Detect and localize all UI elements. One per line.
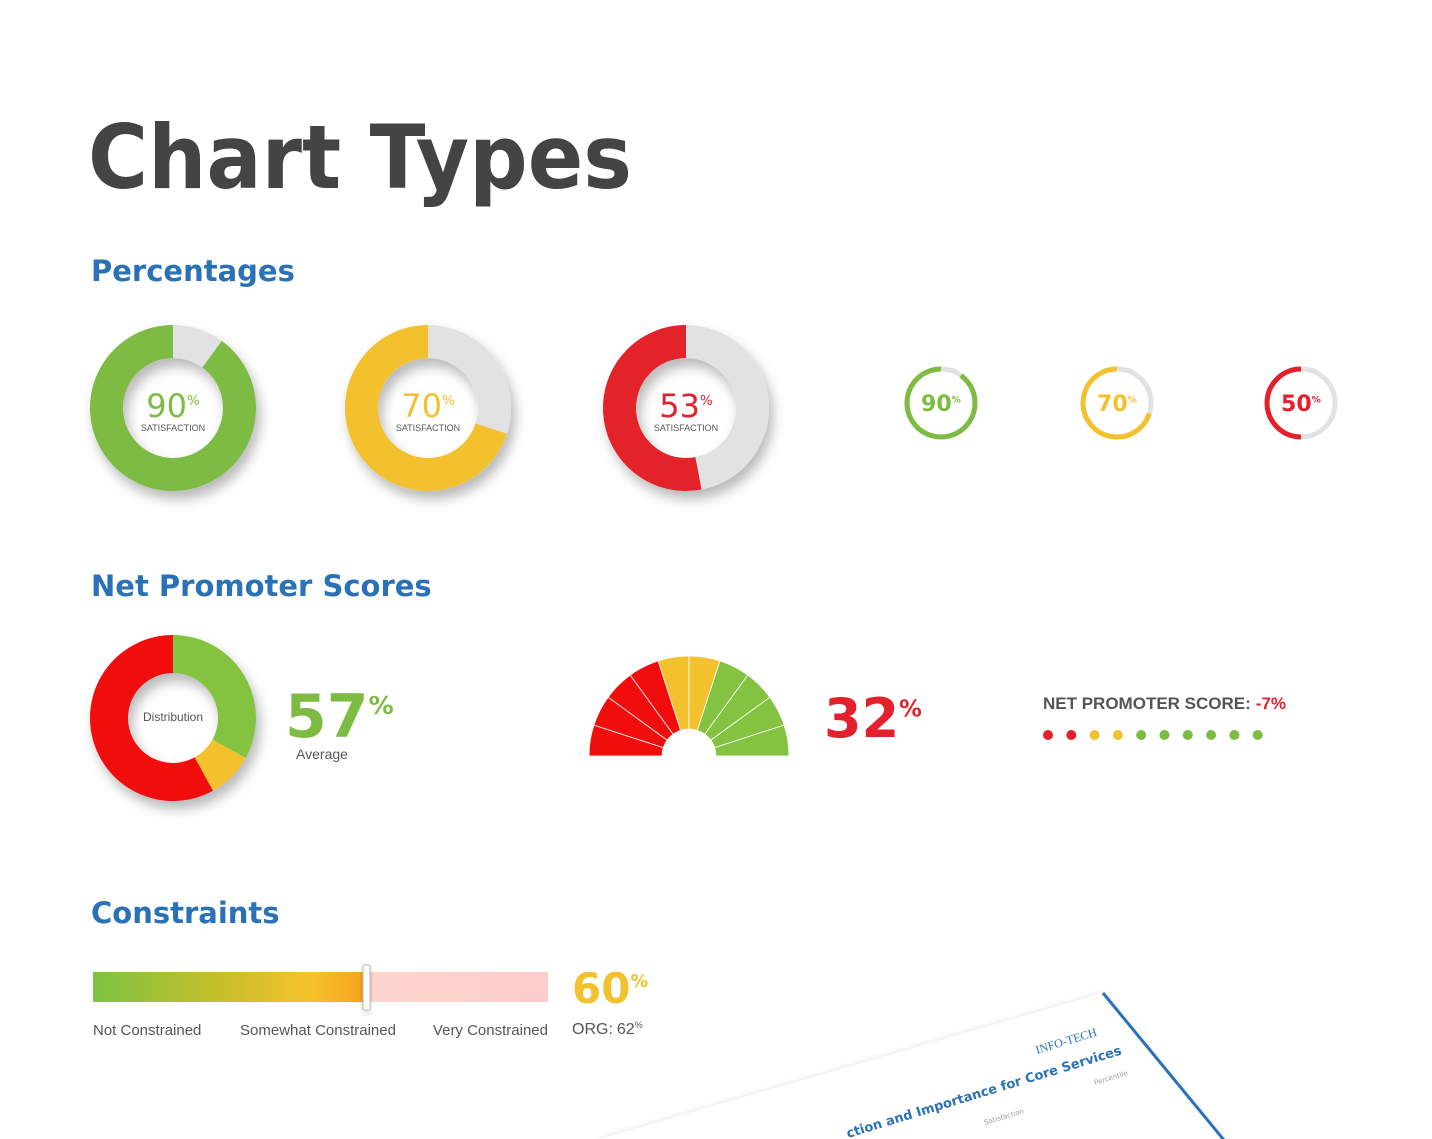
distribution-segment <box>173 635 256 758</box>
score-dot <box>1159 730 1170 740</box>
score-title: NET PROMOTER SCORE: <box>1043 694 1251 713</box>
org-label: ORG: 62% <box>572 1020 643 1038</box>
distribution-segment <box>194 739 246 791</box>
score-unit: % <box>1271 694 1286 713</box>
distribution-segment <box>89 635 213 801</box>
donut-arc <box>345 325 507 491</box>
value-label: 50% <box>1281 392 1321 417</box>
section-heading: Percentages <box>91 254 295 288</box>
score-dot <box>1206 730 1217 740</box>
value-label: 70% <box>1097 392 1137 417</box>
donut <box>602 324 769 492</box>
scale-label: Very Constrained <box>433 1022 548 1039</box>
value-number: 32 <box>824 687 899 750</box>
value-label: 70% <box>401 387 455 425</box>
donut-caption: SATISFACTION <box>141 423 205 433</box>
org-unit: % <box>635 1020 643 1030</box>
score-dot <box>1066 730 1077 740</box>
value-unit: % <box>1128 395 1137 406</box>
value-unit: % <box>442 394 455 409</box>
value-number: 57 <box>285 682 369 752</box>
value-number: 60 <box>572 964 630 1013</box>
value-label: 32% <box>824 687 922 750</box>
donut-arc <box>602 324 702 492</box>
value-unit: % <box>700 394 713 409</box>
score-label: NET PROMOTER SCORE: -7% <box>1043 694 1286 713</box>
value-label: 57% <box>285 682 394 752</box>
value-number: 70 <box>1097 392 1128 417</box>
document-page <box>600 993 1223 1139</box>
donut-caption: SATISFACTION <box>396 423 460 433</box>
ring-arc <box>904 366 978 440</box>
donut <box>344 325 511 491</box>
scale-label: Somewhat Constrained <box>240 1022 396 1039</box>
value-label: 60% <box>572 964 648 1013</box>
score-dot <box>1089 730 1100 740</box>
value-number: 53 <box>659 387 700 425</box>
value-label: 90% <box>146 387 200 425</box>
score-dot <box>1229 730 1240 740</box>
value-label: 53% <box>659 387 713 425</box>
page-title: Chart Types <box>88 106 632 209</box>
document-preview: INFO-TECH ction and Importance for Core … <box>600 992 1226 1139</box>
distribution-label: Distribution <box>143 710 203 724</box>
score-dot <box>1182 730 1193 740</box>
value-unit: % <box>952 395 961 406</box>
value-number: 50 <box>1281 392 1312 417</box>
ring-arc <box>1264 366 1302 440</box>
bar-fill <box>93 972 366 1002</box>
value-unit: % <box>630 972 648 992</box>
value-unit: % <box>899 696 922 722</box>
score-dot <box>1112 730 1123 740</box>
section-heading: Constraints <box>91 896 280 930</box>
score-value: -7 <box>1256 694 1271 713</box>
score-dot <box>1043 730 1053 740</box>
bar-marker <box>362 964 371 1011</box>
org-value: 62 <box>617 1021 635 1038</box>
value-unit: % <box>369 691 394 720</box>
donut-arc <box>89 325 257 492</box>
scale-label: Not Constrained <box>93 1022 201 1039</box>
average-label: Average <box>296 746 348 762</box>
value-unit: % <box>187 394 200 409</box>
value-label: 90% <box>921 392 961 417</box>
value-number: 90 <box>921 392 952 417</box>
value-number: 70 <box>401 387 442 425</box>
gauge-segment <box>714 724 790 757</box>
donut <box>89 325 257 492</box>
ring-arc <box>1080 366 1152 440</box>
distribution-donut <box>89 635 256 801</box>
org-title: ORG: <box>572 1021 613 1038</box>
value-unit: % <box>1312 395 1321 406</box>
document-edge <box>1101 992 1226 1139</box>
score-dot <box>1136 730 1147 740</box>
donut-caption: SATISFACTION <box>654 423 718 433</box>
section-heading: Net Promoter Scores <box>91 569 432 603</box>
score-dot <box>1252 730 1263 740</box>
value-number: 90 <box>146 387 187 425</box>
